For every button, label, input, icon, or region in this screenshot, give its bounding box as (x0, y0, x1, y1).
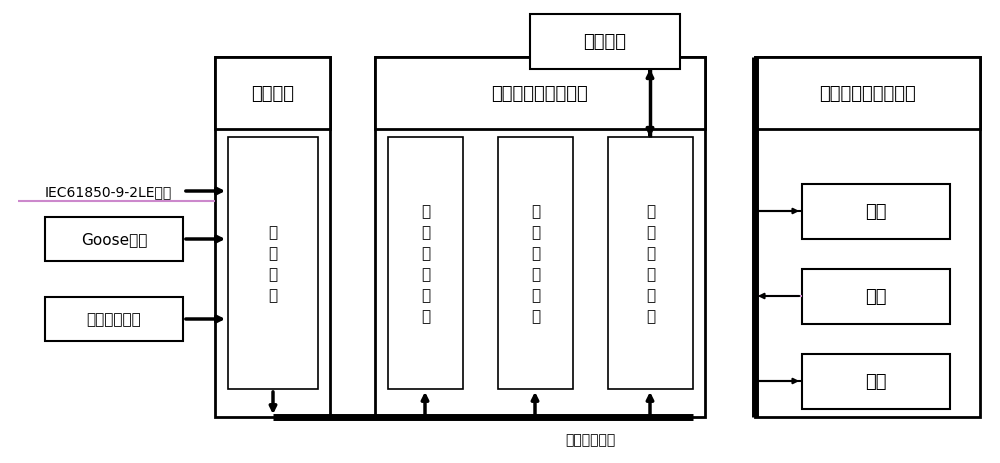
Text: 客户端数据输出模块: 客户端数据输出模块 (819, 85, 916, 103)
Text: IEC61850-9-2LE报文: IEC61850-9-2LE报文 (44, 185, 172, 199)
Bar (45, 218, 183, 262)
Text: 采集模块: 采集模块 (251, 85, 294, 103)
Text: 合: 合 (421, 245, 430, 260)
Bar (530, 15, 680, 70)
Text: 存: 存 (531, 288, 540, 302)
Text: 务: 务 (646, 266, 655, 282)
Text: 本地通信服务: 本地通信服务 (565, 432, 615, 446)
Bar (608, 138, 693, 389)
Bar (755, 58, 980, 417)
Bar (228, 138, 318, 389)
Text: 成: 成 (421, 266, 430, 282)
Bar (802, 185, 950, 239)
Text: Goose报文: Goose报文 (81, 232, 147, 247)
Text: 显示: 显示 (865, 203, 887, 221)
Bar (802, 354, 950, 409)
Text: 数: 数 (421, 204, 430, 219)
Text: 服: 服 (646, 245, 655, 260)
Bar (388, 138, 463, 389)
Text: 模: 模 (646, 288, 655, 302)
Text: 通: 通 (646, 204, 655, 219)
Bar (498, 138, 573, 389)
Text: 析: 析 (421, 308, 430, 323)
Text: 监控主站: 监控主站 (584, 33, 626, 51)
Text: 据: 据 (531, 225, 540, 239)
Text: 数: 数 (268, 225, 278, 239)
Bar (375, 58, 705, 130)
Bar (215, 58, 330, 417)
Text: 时钟同步信号: 时钟同步信号 (87, 312, 141, 327)
Bar (802, 269, 950, 324)
Bar (45, 297, 183, 341)
Text: 分析: 分析 (865, 373, 887, 391)
Text: 数: 数 (531, 204, 540, 219)
Text: 据: 据 (421, 225, 430, 239)
Text: 采: 采 (268, 266, 278, 282)
Text: 分: 分 (421, 288, 430, 302)
Bar (215, 58, 330, 130)
Text: 储: 储 (531, 308, 540, 323)
Text: 讯: 讯 (646, 225, 655, 239)
Text: 据: 据 (268, 245, 278, 260)
Text: 录: 录 (531, 266, 540, 282)
Text: 块: 块 (646, 308, 655, 323)
Text: 集: 集 (268, 288, 278, 302)
Text: 管理: 管理 (865, 288, 887, 306)
Text: 记: 记 (531, 245, 540, 260)
Bar (375, 58, 705, 417)
Bar (755, 58, 980, 130)
Text: 服务端数据处理模块: 服务端数据处理模块 (492, 85, 588, 103)
